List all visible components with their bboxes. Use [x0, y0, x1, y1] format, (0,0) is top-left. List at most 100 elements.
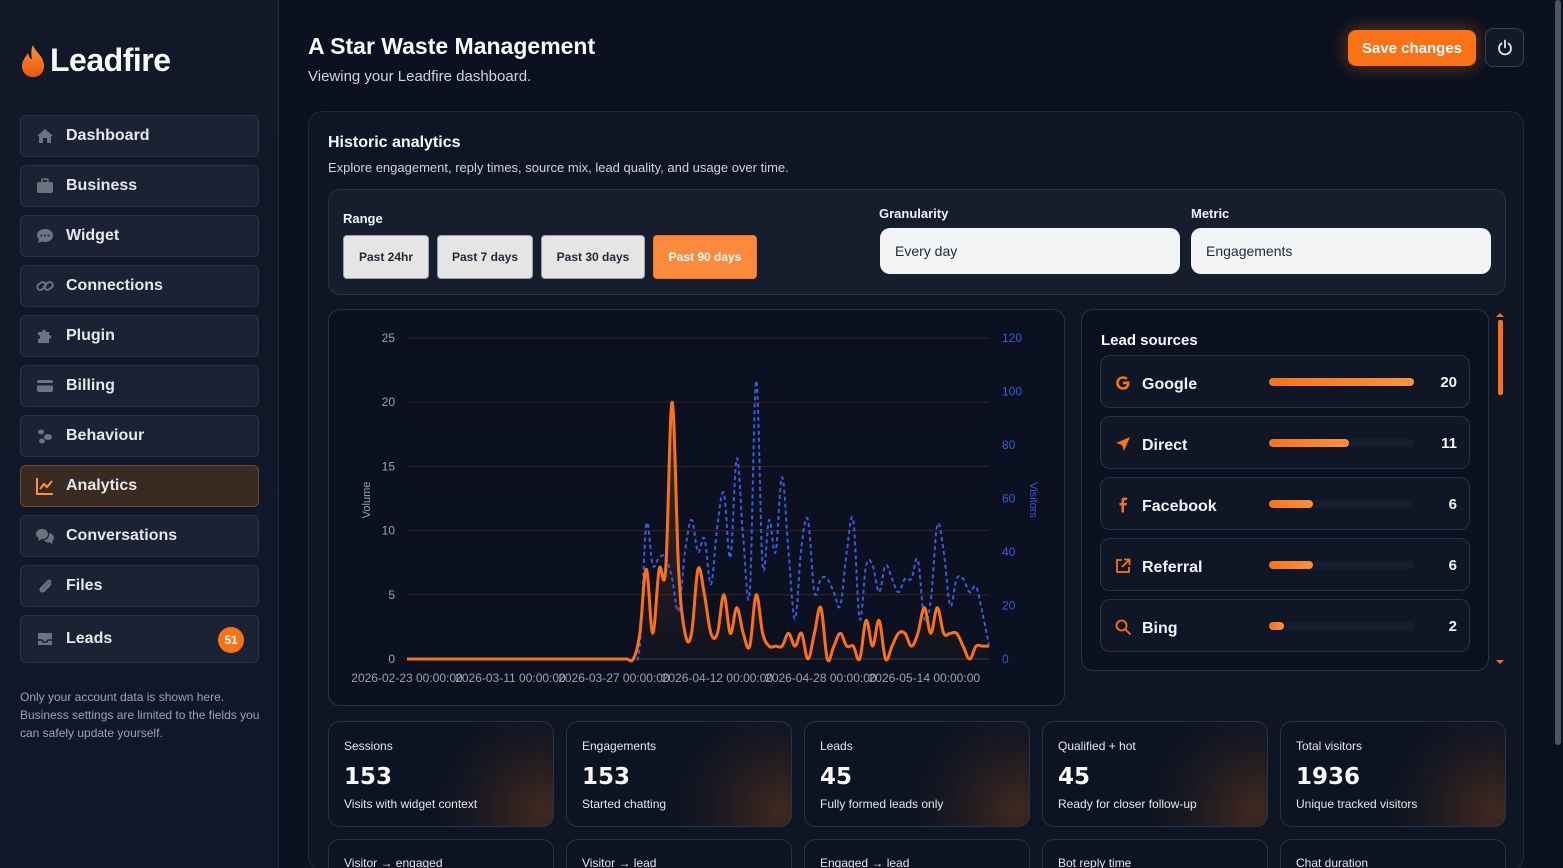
lead-source-row[interactable]: Facebook 6 — [1100, 477, 1470, 530]
search-icon — [1114, 618, 1132, 636]
granularity-select[interactable]: Every day — [880, 228, 1180, 274]
stat-label: Chat duration — [1296, 856, 1369, 868]
stat-label: Qualified + hot — [1058, 739, 1136, 753]
sources-scroll-down[interactable] — [1496, 660, 1504, 664]
lead-source-bar-fill — [1269, 378, 1414, 386]
stat-value: 153 — [582, 764, 631, 790]
stat-label: Visitor → lead — [582, 856, 657, 868]
sidebar-item-label: Business — [66, 177, 138, 194]
save-button[interactable]: Save changes — [1348, 30, 1476, 66]
lead-source-name: Google — [1142, 376, 1198, 393]
navigation-arrow-icon — [1114, 435, 1132, 453]
y2-tick-label: 20 — [1002, 599, 1016, 613]
stat-card-sessions: Sessions 153 Visits with widget context — [328, 721, 554, 827]
link-icon — [35, 276, 55, 296]
inbox-icon — [35, 629, 55, 649]
lead-source-bar-fill — [1269, 622, 1284, 630]
lead-source-bar-fill — [1269, 500, 1313, 508]
stat-value: 1936 — [1296, 764, 1361, 790]
lead-source-count: 2 — [1448, 618, 1457, 635]
sources-scroll-up[interactable] — [1496, 313, 1504, 317]
y-tick-label: 0 — [388, 652, 395, 666]
briefcase-icon — [35, 176, 55, 196]
sidebar-item-business[interactable]: Business — [20, 165, 259, 207]
stat-card-chat-duration: Chat duration — [1280, 839, 1506, 868]
sidebar-item-dashboard[interactable]: Dashboard — [20, 115, 259, 157]
metric-select[interactable]: Engagements — [1191, 228, 1491, 274]
y-tick-label: 10 — [382, 524, 396, 538]
paperclip-icon — [35, 576, 55, 596]
lead-source-name: Bing — [1142, 620, 1178, 637]
stat-label: Sessions — [344, 739, 393, 753]
brand-logo[interactable]: Leadfire — [20, 42, 171, 79]
power-icon — [1497, 39, 1512, 55]
engagements-area — [407, 402, 989, 662]
stat-label: Visitor → engaged — [344, 856, 443, 868]
stat-value: 45 — [1058, 764, 1091, 790]
sidebar-item-billing[interactable]: Billing — [20, 365, 259, 407]
stat-description: Unique tracked visitors — [1296, 797, 1418, 811]
range-30d-button[interactable]: Past 30 days — [541, 235, 645, 279]
sources-scrollbar[interactable] — [1498, 320, 1503, 395]
main-content: A Star Waste Management Viewing your Lea… — [280, 0, 1550, 868]
sidebar-item-analytics[interactable]: Analytics — [20, 465, 259, 507]
sidebar-note: Only your account data is shown here. Bu… — [20, 690, 260, 740]
lead-source-count: 6 — [1448, 557, 1457, 574]
stat-description: Started chatting — [582, 797, 667, 811]
lead-source-row[interactable]: Bing 2 — [1100, 599, 1470, 652]
range-label: Range — [343, 211, 383, 226]
stat-label: Bot reply time — [1058, 856, 1132, 868]
engagements-series-line — [407, 400, 989, 663]
sidebar-item-widget[interactable]: Widget — [20, 215, 259, 257]
logout-button[interactable] — [1485, 28, 1524, 67]
stat-description: Visits with widget context — [344, 797, 478, 811]
lead-source-count: 20 — [1440, 374, 1457, 391]
lead-source-bar — [1269, 500, 1414, 508]
range-90d-button[interactable]: Past 90 days — [653, 235, 757, 279]
lead-source-row[interactable]: Direct 11 — [1100, 416, 1470, 469]
y2-tick-label: 40 — [1002, 545, 1016, 559]
sidebar-item-plugin[interactable]: Plugin — [20, 315, 259, 357]
lead-source-bar — [1269, 439, 1414, 447]
analytics-filters: Range Past 24hr Past 7 days Past 30 days… — [328, 189, 1506, 295]
stat-label: Engaged → lead — [820, 856, 910, 868]
stat-value: 45 — [820, 764, 853, 790]
sidebar-item-conversations[interactable]: Conversations — [20, 515, 259, 557]
stat-card-engaged-lead: Engaged → lead — [804, 839, 1030, 868]
page-scrollbar-thumb[interactable] — [1555, 0, 1561, 745]
stat-card-total-visitors: Total visitors 1936 Unique tracked visit… — [1280, 721, 1506, 827]
metric-label: Metric — [1191, 206, 1230, 221]
google-icon — [1114, 374, 1132, 392]
granularity-label: Granularity — [879, 206, 949, 221]
lead-source-name: Direct — [1142, 437, 1188, 454]
lead-source-bar — [1269, 622, 1414, 630]
sidebar-item-connections[interactable]: Connections — [20, 265, 259, 307]
home-icon — [35, 126, 55, 146]
y2-tick-label: 60 — [1002, 492, 1016, 506]
stat-card-qualified-hot: Qualified + hot 45 Ready for closer foll… — [1042, 721, 1268, 827]
y-tick-label: 20 — [382, 395, 396, 409]
lead-source-bar — [1269, 561, 1414, 569]
leads-count-badge: 51 — [218, 627, 244, 653]
y-tick-label: 15 — [382, 459, 396, 473]
range-24hr-button[interactable]: Past 24hr — [343, 235, 429, 279]
lead-source-row[interactable]: Google 20 — [1100, 355, 1470, 408]
engagement-chart-card: 0 5 10 15 20 25 0 20 40 60 80 100 120 2026-02-23 00… — [328, 309, 1065, 706]
lead-source-row[interactable]: Referral 6 — [1100, 538, 1470, 591]
page-scrollbar[interactable] — [1553, 0, 1563, 868]
stat-label: Total visitors — [1296, 739, 1363, 753]
sidebar-item-files[interactable]: Files — [20, 565, 259, 607]
sidebar-item-label: Connections — [66, 277, 163, 294]
sidebar-item-label: Leads — [66, 630, 113, 647]
conversations-icon — [35, 526, 55, 546]
credit-card-icon — [35, 376, 55, 396]
lead-sources-title: Lead sources — [1101, 332, 1198, 349]
sidebar-item-leads[interactable]: Leads 51 — [20, 615, 259, 663]
range-7d-button[interactable]: Past 7 days — [437, 235, 533, 279]
y-tick-label: 5 — [388, 588, 395, 602]
sidebar-item-behaviour[interactable]: Behaviour — [20, 415, 259, 457]
lead-source-count: 11 — [1441, 435, 1457, 452]
flame-icon — [22, 44, 44, 77]
external-link-icon — [1114, 557, 1132, 575]
lead-source-name: Referral — [1142, 559, 1203, 576]
